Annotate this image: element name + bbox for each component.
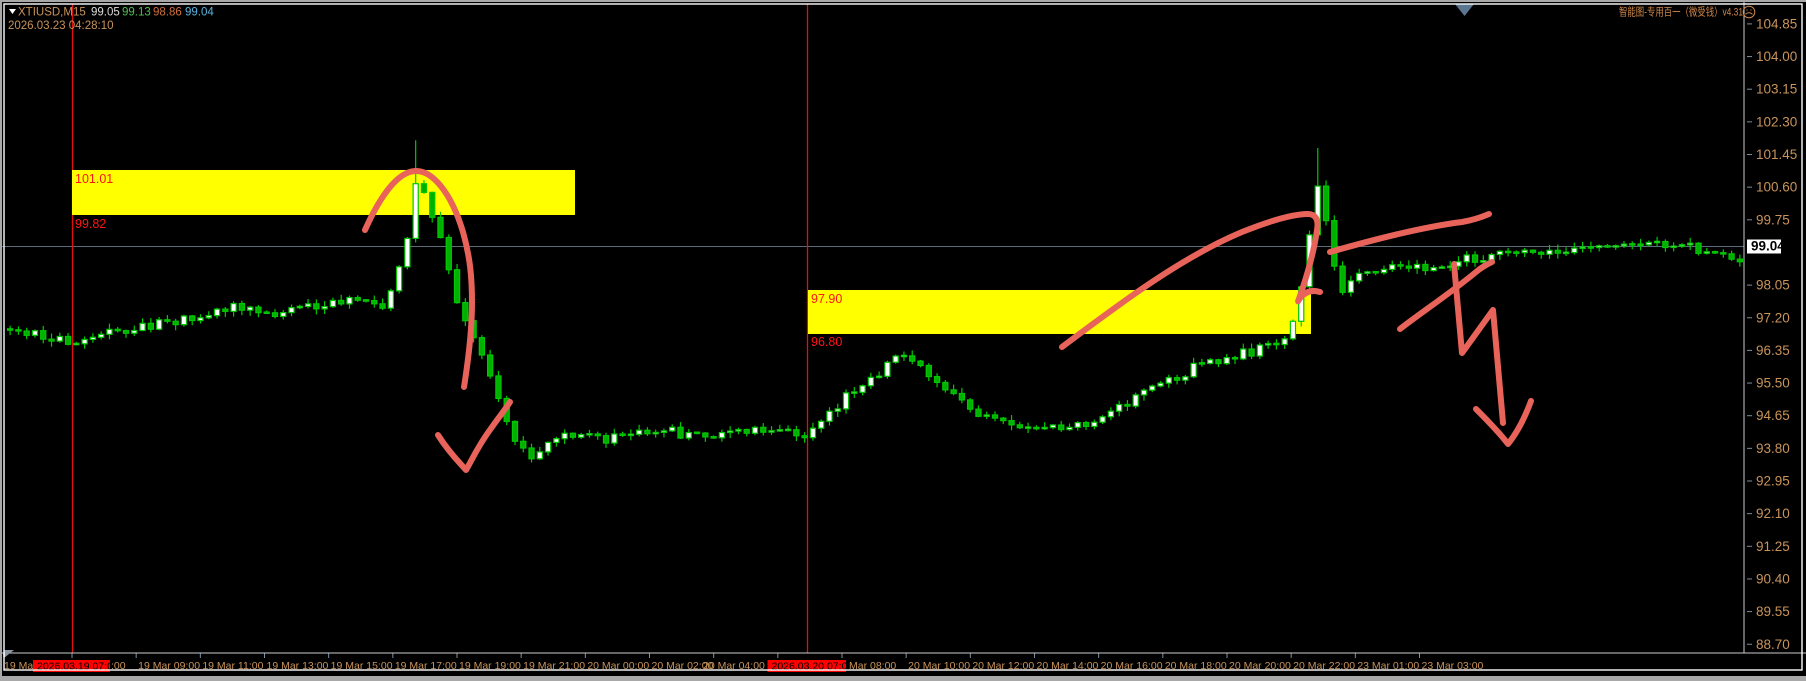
svg-text:104.85: 104.85	[1756, 16, 1797, 31]
svg-text:99.75: 99.75	[1756, 212, 1790, 227]
svg-text:104.00: 104.00	[1756, 49, 1797, 64]
svg-text:89.55: 89.55	[1756, 604, 1790, 619]
svg-text:2026.03.23 04:28:10: 2026.03.23 04:28:10	[8, 20, 114, 32]
svg-text:99.13: 99.13	[122, 7, 151, 19]
svg-text:99.04: 99.04	[1751, 239, 1785, 254]
svg-text:93.80: 93.80	[1756, 441, 1790, 456]
svg-text:94.65: 94.65	[1756, 408, 1790, 423]
svg-text:92.10: 92.10	[1756, 506, 1790, 521]
svg-text:98.05: 98.05	[1756, 278, 1790, 293]
svg-text:101.45: 101.45	[1756, 147, 1797, 162]
svg-text:102.30: 102.30	[1756, 114, 1797, 129]
svg-text:95.50: 95.50	[1756, 376, 1790, 391]
svg-text:97.20: 97.20	[1756, 310, 1790, 325]
svg-text:智能图-专用百一（微受钱）v4.31: 智能图-专用百一（微受钱）v4.31	[1619, 5, 1743, 19]
svg-text:100.60: 100.60	[1756, 180, 1797, 195]
svg-text:90.40: 90.40	[1756, 571, 1790, 586]
svg-text:101.01: 101.01	[75, 172, 113, 186]
svg-text:99.05: 99.05	[91, 7, 120, 19]
svg-text:96.35: 96.35	[1756, 343, 1790, 358]
svg-text:99.04: 99.04	[185, 7, 214, 19]
svg-text:XTIUSD,M15: XTIUSD,M15	[18, 7, 86, 19]
svg-text:98.86: 98.86	[153, 7, 182, 19]
svg-text:88.70: 88.70	[1756, 637, 1790, 652]
svg-text:103.15: 103.15	[1756, 82, 1797, 97]
svg-text:92.95: 92.95	[1756, 474, 1790, 489]
svg-text:99.82: 99.82	[75, 217, 106, 231]
svg-text:96.80: 96.80	[811, 335, 842, 349]
svg-text:97.90: 97.90	[811, 292, 842, 306]
svg-text:91.25: 91.25	[1756, 539, 1790, 554]
